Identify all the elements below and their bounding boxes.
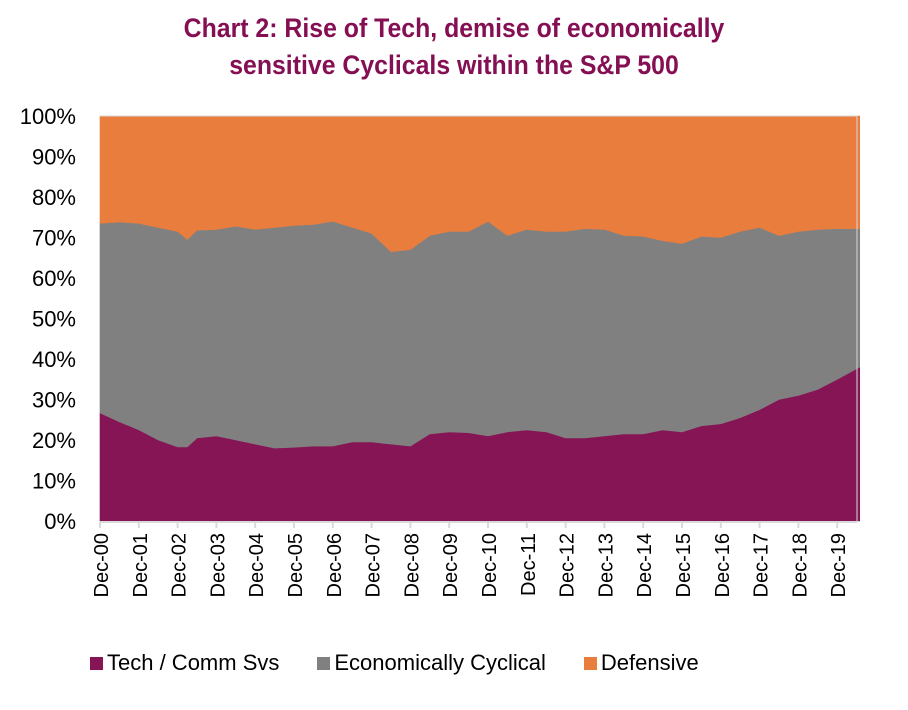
x-tick-label: Dec-14	[634, 533, 656, 597]
x-tick-label: Dec-19	[828, 533, 850, 597]
x-tick-label: Dec-16	[712, 533, 734, 597]
y-tick-label: 100%	[20, 104, 76, 129]
x-tick-label: Dec-02	[169, 533, 191, 597]
x-tick-label: Dec-11	[518, 533, 540, 596]
y-tick-label: 30%	[32, 388, 76, 413]
x-tick-label: Dec-07	[363, 533, 385, 597]
y-tick-label: 80%	[32, 185, 76, 210]
legend-label-tech: Tech / Comm Svs	[107, 650, 280, 675]
y-tick-label: 10%	[32, 469, 76, 494]
legend-label-cyclical: Economically Cyclical	[334, 650, 546, 675]
legend-swatch-tech	[90, 656, 103, 670]
legend-label-defensive: Defensive	[600, 650, 699, 675]
x-tick-label: Dec-09	[440, 533, 462, 597]
y-tick-label: 50%	[32, 307, 76, 332]
x-tick-label: Dec-01	[130, 533, 152, 597]
x-tick-label: Dec-08	[401, 533, 423, 597]
chart-title: Chart 2: Rise of Tech, demise of economi…	[0, 10, 908, 84]
x-tick-label: Dec-17	[751, 533, 773, 597]
chart-title-line-2: sensitive Cyclicals within the S&P 500	[229, 50, 679, 80]
x-tick-label: Dec-18	[789, 533, 811, 597]
legend-item-tech: Tech / Comm Svs	[90, 650, 279, 676]
y-tick-label: 60%	[32, 266, 76, 291]
x-axis: Dec-00 Dec-01 Dec-02 Dec-03 Dec-04 Dec-05 Dec-…	[91, 521, 857, 597]
x-tick-label: Dec-04	[246, 533, 268, 597]
x-tick-label: Dec-12	[557, 533, 579, 597]
x-tick-label: Dec-10	[479, 533, 501, 597]
y-tick-label: 0%	[44, 509, 76, 534]
x-tick-label: Dec-06	[324, 533, 346, 597]
y-axis: 0% 10% 20% 30% 40% 50% 60% 70% 80% 90% 100%	[20, 104, 76, 534]
x-tick-label: Dec-15	[673, 533, 695, 597]
legend: Tech / Comm Svs Economically Cyclical De…	[90, 646, 737, 680]
x-tick-label: Dec-03	[207, 533, 229, 597]
legend-swatch-defensive	[583, 656, 597, 670]
y-tick-label: 90%	[32, 145, 76, 170]
x-tick-label: Dec-00	[91, 533, 113, 597]
y-tick-label: 40%	[32, 347, 76, 372]
area-economically-cyclical	[99, 220, 860, 449]
x-tick-label: Dec-05	[285, 533, 307, 597]
chart-title-line-1: Chart 2: Rise of Tech, demise of economi…	[183, 13, 725, 43]
y-tick-label: 70%	[32, 226, 76, 251]
legend-item-defensive: Defensive	[583, 650, 699, 676]
legend-item-cyclical: Economically Cyclical	[317, 650, 546, 676]
legend-swatch-cyclical	[317, 656, 331, 670]
y-tick-label: 20%	[32, 428, 76, 453]
x-tick-label: Dec-13	[595, 533, 617, 597]
area-series-group	[99, 115, 860, 522]
